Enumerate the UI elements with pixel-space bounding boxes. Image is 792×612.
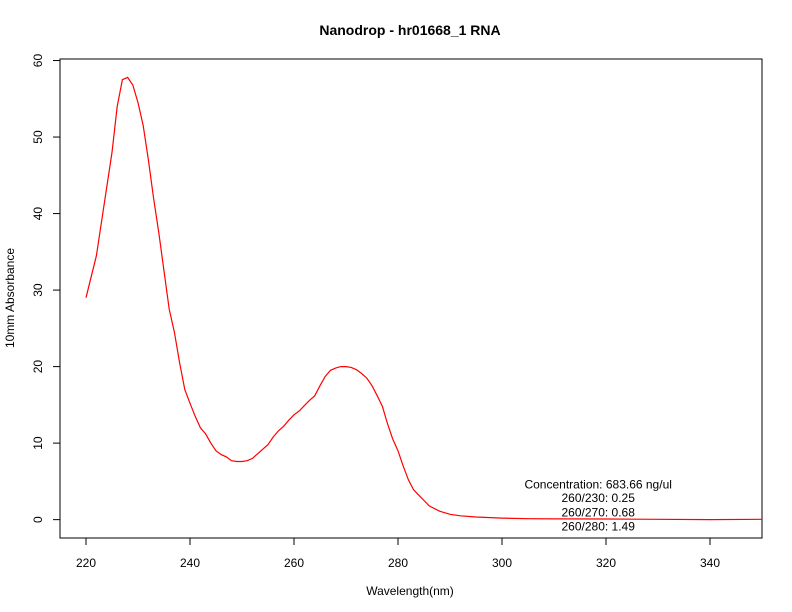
annotation-line: Concentration: 683.66 ng/ul xyxy=(524,477,671,491)
y-tick-label: 10 xyxy=(31,436,45,450)
y-tick-label: 50 xyxy=(31,130,45,144)
y-axis-label: 10mm Absorbance xyxy=(3,248,17,348)
x-axis-label: Wavelength(nm) xyxy=(366,584,454,598)
x-tick-label: 300 xyxy=(492,556,512,570)
y-axis: 0 10 20 30 40 50 60 xyxy=(31,54,60,523)
plot-frame xyxy=(59,58,763,539)
y-tick-label: 20 xyxy=(31,360,45,374)
x-tick-label: 340 xyxy=(700,556,720,570)
x-tick-label: 260 xyxy=(284,556,304,570)
y-tick-label: 0 xyxy=(31,516,45,523)
y-tick-label: 30 xyxy=(31,283,45,297)
x-axis: 220 240 260 280 300 320 340 xyxy=(76,538,720,570)
absorbance-series-line xyxy=(85,76,763,521)
x-tick-label: 320 xyxy=(596,556,616,570)
chart-title: Nanodrop - hr01668_1 RNA xyxy=(319,22,500,38)
annotation-line: 260/270: 0.68 xyxy=(561,506,635,520)
x-tick-label: 280 xyxy=(388,556,408,570)
y-tick-label: 40 xyxy=(31,207,45,221)
series-layer xyxy=(85,76,763,521)
y-tick-label: 60 xyxy=(31,54,45,68)
x-tick-label: 220 xyxy=(76,556,96,570)
x-tick-label: 240 xyxy=(180,556,200,570)
annotation-line: 260/230: 0.25 xyxy=(561,491,635,505)
annotation-line: 260/280: 1.49 xyxy=(561,520,635,534)
